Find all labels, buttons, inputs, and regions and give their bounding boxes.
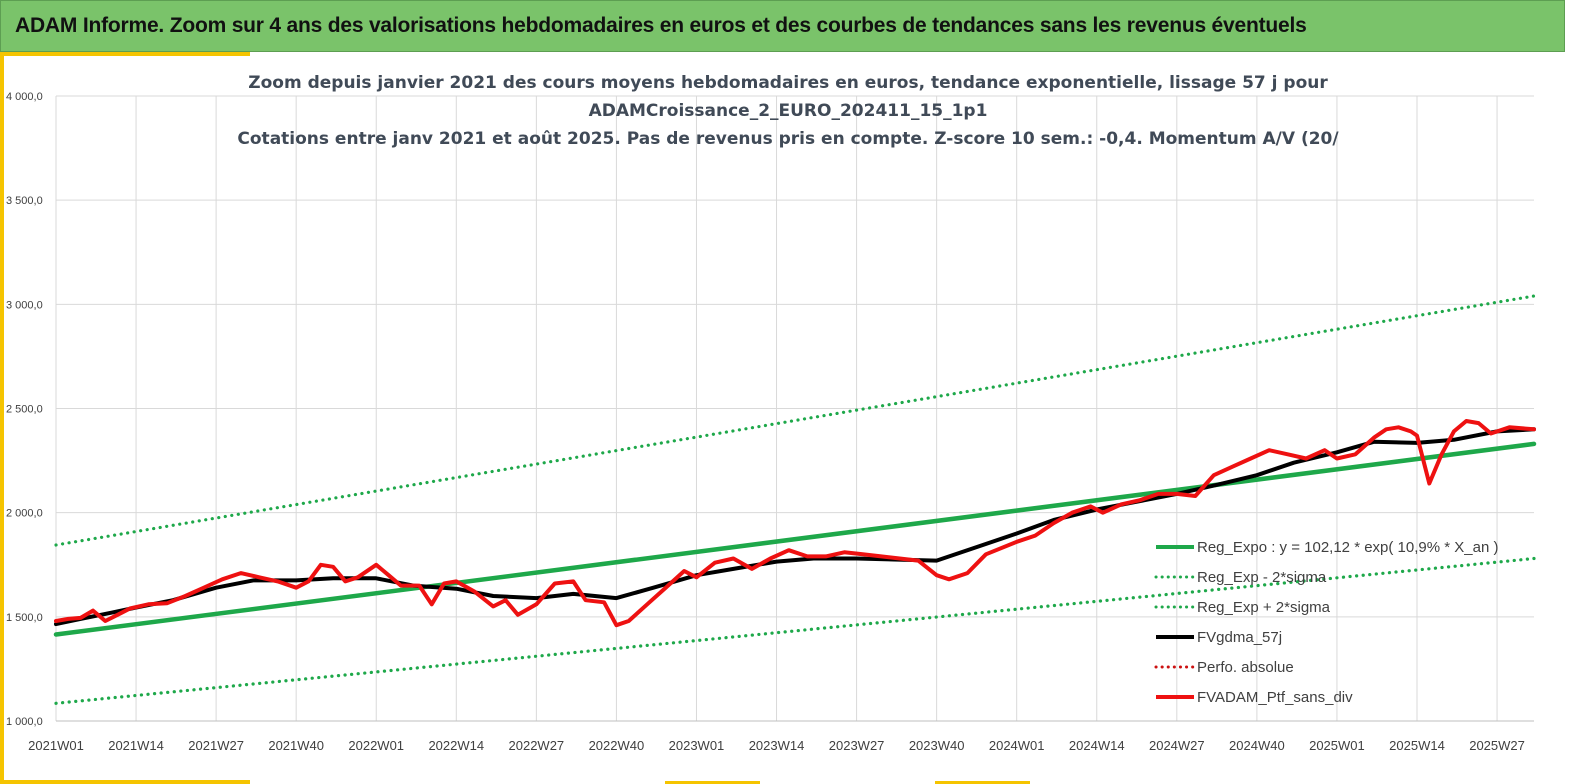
y-tick-label: 3 500,0 bbox=[6, 195, 43, 207]
x-tick-label: 2023W14 bbox=[749, 738, 805, 753]
series-lines bbox=[53, 294, 1537, 705]
chart-title: Zoom depuis janvier 2021 des cours moyen… bbox=[237, 73, 1339, 149]
x-tick-label: 2021W40 bbox=[268, 738, 324, 753]
gridlines bbox=[55, 95, 1534, 722]
legend-label: Reg_Expo : y = 102,12 * exp( 10,9% * X_a… bbox=[1197, 539, 1498, 556]
y-tick-label: 3 000,0 bbox=[6, 299, 43, 311]
y-tick-label: 1 000,0 bbox=[6, 716, 43, 728]
line-chart: Zoom depuis janvier 2021 des cours moyen… bbox=[6, 73, 1537, 753]
page-title: ADAM Informe. Zoom sur 4 ans des valoris… bbox=[15, 14, 1307, 37]
x-tick-label: 2025W01 bbox=[1309, 738, 1365, 753]
x-tick-label: 2021W14 bbox=[108, 738, 164, 753]
x-tick-label: 2022W40 bbox=[589, 738, 645, 753]
y-tick-label: 2 000,0 bbox=[6, 508, 43, 520]
x-tick-label: 2022W01 bbox=[348, 738, 404, 753]
accent-bar-top bbox=[0, 52, 250, 56]
accent-bar-bottom bbox=[0, 780, 250, 784]
x-tick-label: 2021W27 bbox=[188, 738, 244, 753]
header-banner: ADAM Informe. Zoom sur 4 ans des valoris… bbox=[0, 0, 1565, 52]
x-tick-label: 2024W40 bbox=[1229, 738, 1285, 753]
y-tick-label: 2 500,0 bbox=[6, 404, 43, 416]
x-tick-label: 2025W27 bbox=[1469, 738, 1525, 753]
x-tick-label: 2021W01 bbox=[28, 738, 84, 753]
x-tick-label: 2023W27 bbox=[829, 738, 885, 753]
y-tick-label: 4 000,0 bbox=[6, 91, 43, 103]
chart-title-line: Cotations entre janv 2021 et août 2025. … bbox=[237, 129, 1339, 149]
series-line-4 bbox=[54, 419, 1536, 628]
x-tick-label: 2022W14 bbox=[428, 738, 484, 753]
legend-label: FVgdma_57j bbox=[1197, 629, 1282, 646]
x-tick-label: 2024W01 bbox=[989, 738, 1045, 753]
x-tick-label: 2024W14 bbox=[1069, 738, 1125, 753]
x-tick-label: 2025W14 bbox=[1389, 738, 1445, 753]
series-line-2 bbox=[54, 294, 1536, 547]
accent-bar-bottom-3 bbox=[935, 781, 1030, 784]
legend-label: Reg_Exp + 2*sigma bbox=[1197, 599, 1331, 616]
legend-label: Perfo. absolue bbox=[1197, 659, 1294, 676]
x-tick-label: 2023W01 bbox=[669, 738, 725, 753]
chart-area: Zoom depuis janvier 2021 des cours moyen… bbox=[4, 56, 1565, 780]
x-axis: 2021W01 2021W14 2021W27 2021W40 2022W01 2022W… bbox=[28, 720, 1534, 753]
legend: Reg_Expo : y = 102,12 * exp( 10,9% * X_a… bbox=[1154, 539, 1498, 706]
accent-bar-left bbox=[0, 52, 4, 784]
legend-label: Reg_Exp - 2*sigma bbox=[1197, 569, 1327, 586]
y-tick-label: 1 500,0 bbox=[6, 612, 43, 624]
series-line-0 bbox=[53, 441, 1537, 637]
chart-title-line: ADAMCroissance_2_EURO_202411_15_1p1 bbox=[589, 101, 988, 121]
accent-bar-bottom-2 bbox=[665, 781, 760, 784]
series-line-3 bbox=[54, 427, 1536, 627]
x-tick-label: 2022W27 bbox=[509, 738, 565, 753]
chart-title-line: Zoom depuis janvier 2021 des cours moyen… bbox=[248, 73, 1328, 93]
x-tick-label: 2023W40 bbox=[909, 738, 965, 753]
legend-label: FVADAM_Ptf_sans_div bbox=[1197, 689, 1353, 706]
x-tick-label: 2024W27 bbox=[1149, 738, 1205, 753]
y-axis: 1 000,0 1 500,0 2 000,0 2 500,0 3 000,0 3 500… bbox=[6, 91, 43, 728]
